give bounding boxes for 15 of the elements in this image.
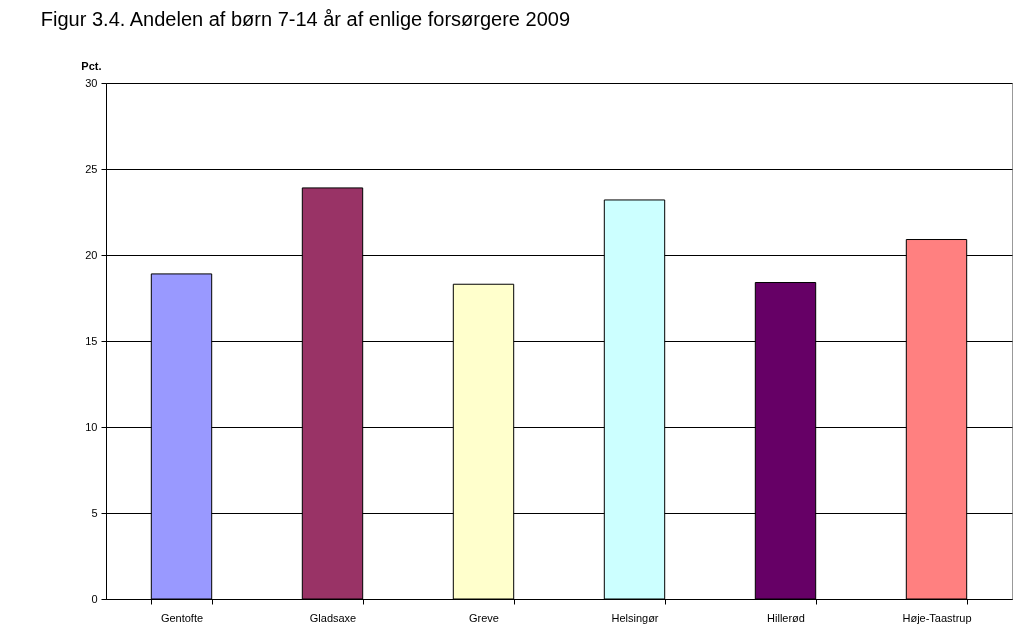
y-tick-label: 10 — [85, 420, 98, 433]
x-tick-label: Hillerød — [767, 611, 805, 624]
y-tick-label: 25 — [85, 162, 98, 175]
chart-title: Figur 3.4. Andelen af børn 7-14 år af enlige forsørgere 2009 — [40, 8, 571, 30]
x-tick-label: Gladsaxe — [309, 611, 357, 624]
y-tick-label: 20 — [85, 248, 98, 261]
y-tick-label: 30 — [85, 76, 98, 89]
y-tick-label: 5 — [91, 506, 98, 519]
x-tick-label: Gentofte — [160, 611, 204, 624]
x-tick-label: Høje-Taastrup — [902, 611, 972, 624]
y-tick-label: 0 — [91, 592, 98, 605]
y-axis-title: Pct. — [81, 59, 102, 72]
y-tick-label: 15 — [85, 334, 98, 347]
x-tick-label: Helsingør — [611, 611, 659, 624]
x-tick-label: Greve — [469, 611, 499, 624]
